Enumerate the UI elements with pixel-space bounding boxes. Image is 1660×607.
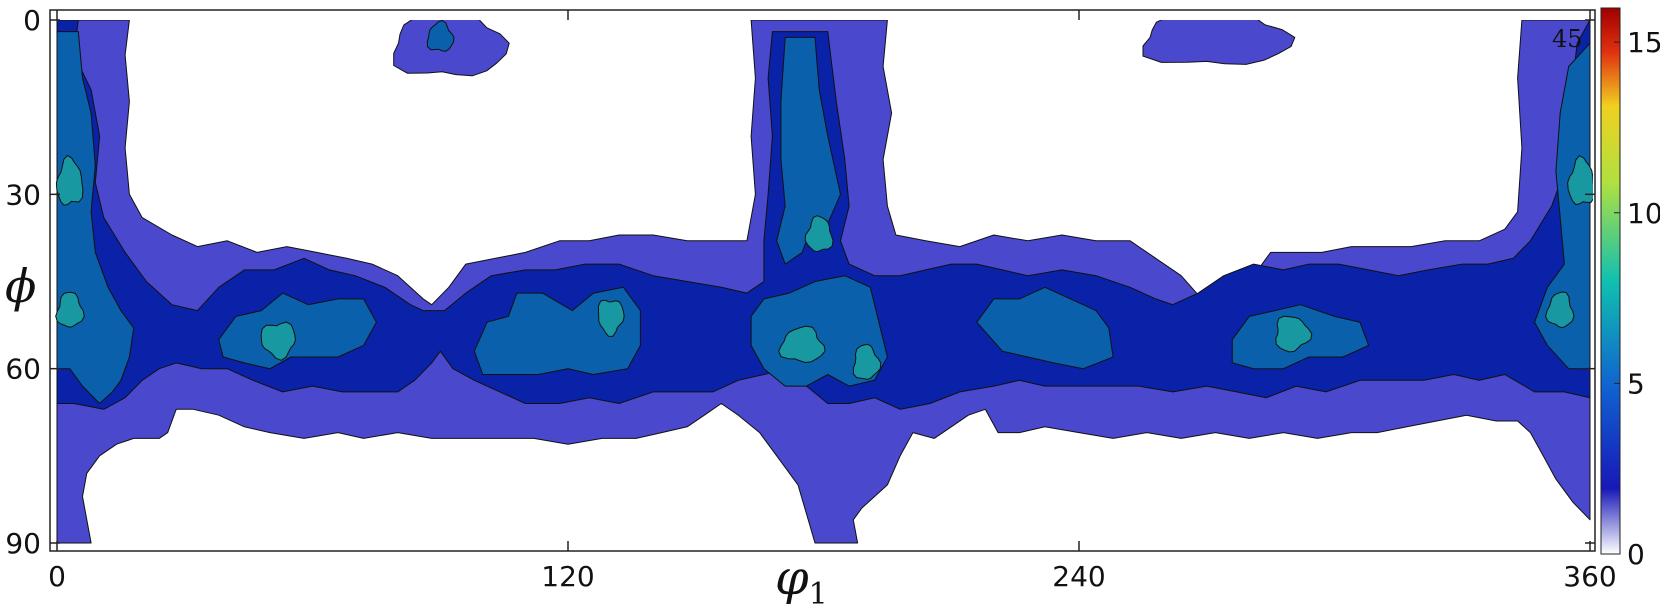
y-axis-label: ϕ [5, 259, 36, 313]
contour-level-1-top-blob-right [1142, 20, 1296, 65]
x-tick-label: 0 [48, 560, 66, 593]
contour-level-3-right-edge [1534, 42, 1591, 370]
contour-level-4-peak [55, 291, 85, 328]
colorbar-tick-label: 5 [1627, 367, 1645, 400]
contour-level-3-cluster-1 [218, 292, 377, 370]
contour-level-4-peak [1275, 315, 1313, 353]
contour-level-4-peak [804, 215, 834, 253]
contour-level-4-peak [778, 325, 826, 363]
contour-level-3-top-peak [426, 20, 455, 52]
x-tick-label: 120 [541, 560, 594, 593]
contour-level-3-column-lower [750, 275, 888, 387]
contour-level-4-peak [1567, 155, 1593, 206]
contour-level-4-peak [260, 321, 296, 361]
x-axis: 0 120 240 360 [48, 10, 1617, 593]
section-label: 45 [1552, 25, 1583, 53]
x-axis-label: φ1 [775, 550, 828, 607]
contour-level-4-peak [598, 299, 625, 337]
contour-fill-group [55, 20, 1593, 544]
y-tick-label: 0 [23, 4, 41, 37]
y-axis: 0 30 60 90 [5, 4, 1595, 560]
contour-level-4-peak [1545, 291, 1575, 329]
colorbar-tick-label: 15 [1627, 26, 1660, 59]
y-tick-label: 30 [5, 178, 41, 211]
colorbar [1600, 7, 1621, 555]
plot-frame [49, 9, 1596, 552]
contour-level-1-top-blob [393, 20, 510, 77]
colorbar-axis: 0 5 10 15 [1614, 26, 1660, 571]
x-tick-label: 360 [1563, 560, 1616, 593]
colorbar-tick-label: 0 [1627, 538, 1645, 571]
colorbar-tick-label: 10 [1627, 197, 1660, 230]
contour-level-3-cluster-3 [976, 286, 1114, 370]
y-tick-label: 90 [5, 527, 41, 560]
x-tick-label: 240 [1052, 560, 1105, 593]
y-tick-label: 60 [5, 353, 41, 386]
contour-level-4-peak [55, 154, 84, 206]
contour-level-4-peak [852, 343, 882, 380]
